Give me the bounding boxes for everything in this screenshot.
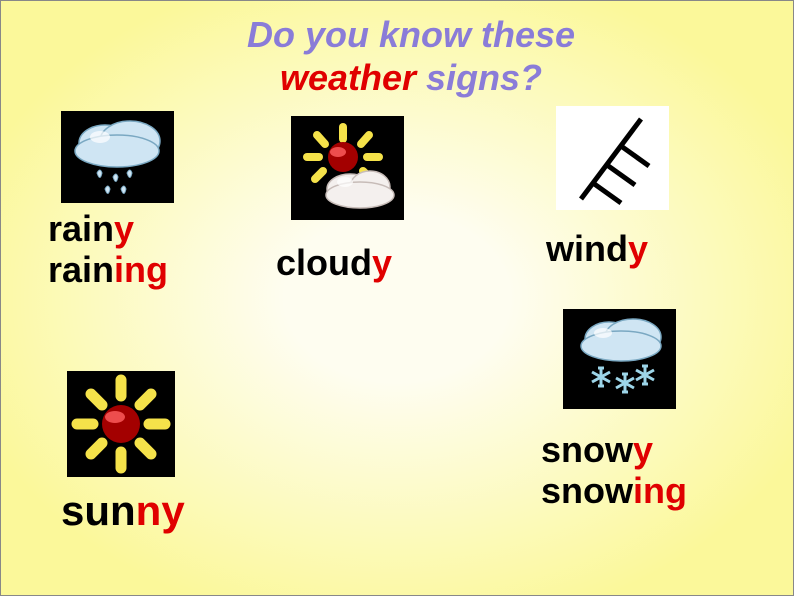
rainy-label-1: rainy: [48, 208, 174, 249]
snowy-label-1: snowy: [541, 429, 687, 470]
snowy-block: snowy snowing: [541, 309, 687, 512]
snowy-label-2: snowing: [541, 470, 687, 511]
sunny-word-suffix: ny: [136, 487, 185, 534]
snowy-word1-base: snow: [541, 429, 633, 470]
rainy-word1-base: rain: [48, 208, 114, 249]
rainy-word2-base: rain: [48, 249, 114, 290]
snowy-word1-suffix: y: [633, 429, 653, 470]
cloudy-word-base: cloud: [276, 242, 372, 283]
windy-word-suffix: y: [628, 228, 648, 269]
rainy-word1-suffix: y: [114, 208, 134, 249]
snowy-icon: [563, 309, 676, 409]
sunny-label: sunny: [61, 487, 185, 535]
snowy-word2-base: snow: [541, 470, 633, 511]
title-line1: Do you know these: [247, 14, 575, 55]
windy-word-base: wind: [546, 228, 628, 269]
windy-icon: [556, 106, 669, 210]
rainy-label-2: raining: [48, 249, 174, 290]
title-signs-word: signs?: [416, 57, 542, 98]
cloudy-label: cloudy: [276, 242, 404, 283]
windy-block: windy: [546, 106, 669, 269]
windy-label: windy: [546, 228, 669, 269]
sunny-word-base: sun: [61, 487, 136, 534]
title-weather-word: weather: [280, 57, 416, 98]
cloudy-icon: [291, 116, 404, 220]
title: Do you know these weather signs?: [171, 13, 651, 99]
cloudy-word-suffix: y: [372, 242, 392, 283]
rainy-word2-suffix: ing: [114, 249, 168, 290]
sunny-block: sunny: [61, 371, 185, 535]
cloudy-block: cloudy: [276, 116, 404, 283]
rainy-icon: [61, 111, 174, 203]
sunny-icon: [67, 371, 175, 477]
snowy-word2-suffix: ing: [633, 470, 687, 511]
rainy-block: rainy raining: [48, 111, 174, 291]
